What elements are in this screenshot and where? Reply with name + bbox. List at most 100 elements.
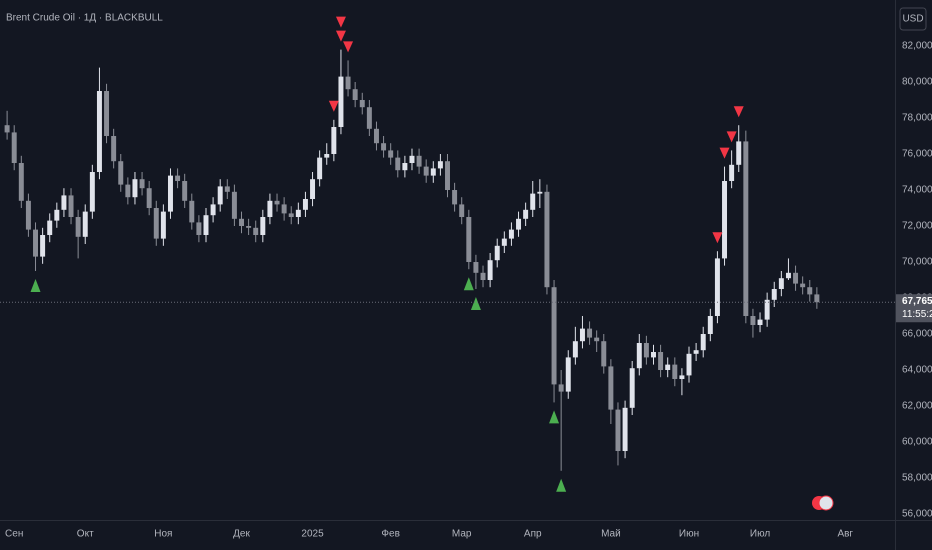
candle-body [104,91,110,137]
y-tick-label: 66,000 [902,329,932,340]
candle-body [153,208,159,239]
x-tick-label: Авг [837,529,853,540]
candle-body [139,179,145,189]
candle-body [288,213,294,218]
x-tick-label: Фев [381,529,399,540]
candle-body [459,204,465,218]
candle-body [160,211,166,239]
candle-body [516,218,522,230]
candle-body [47,220,53,236]
candle-body [239,218,244,227]
candle-body [601,341,607,367]
candle-body [253,227,259,236]
event-flag[interactable] [818,495,834,511]
candle-body [409,155,415,164]
candle-body [551,287,557,385]
sell-signal [328,100,339,112]
candle-body [622,407,628,452]
candle-body [544,191,550,288]
candle-body [530,193,536,210]
candle-body [452,190,458,205]
buy-signal [549,410,560,424]
candle-body [537,191,543,194]
candle-body [402,163,408,171]
candle-body [800,283,806,288]
candle-body [366,107,372,129]
candle-body [246,226,252,228]
y-tick-label: 76,000 [902,149,932,160]
candle-body [118,161,124,185]
candle-body [714,258,720,317]
candle-body [466,217,472,263]
candle-body [771,289,777,300]
candle-body [381,143,387,151]
candle-body [508,229,514,239]
candle-body [672,364,678,380]
candle-body [203,215,209,236]
events-icon[interactable] [812,495,834,511]
candle-body [281,204,287,214]
buy-signal [470,297,481,311]
candle-body [501,238,507,246]
candle-body [423,166,429,176]
candle-body [352,89,358,101]
y-tick-label: 70,000 [902,257,932,268]
candle-body [722,181,728,259]
candle-body [125,184,131,198]
candle-body [558,384,564,392]
candle-body [416,155,422,167]
x-tick-label: Июн [679,529,699,540]
chart-title: Brent Crude Oil · 1Д · BLACKBULL [6,13,163,24]
candle-body [388,150,394,158]
candle-body [196,222,202,236]
candle-body [61,195,67,210]
y-tick-label: 82,000 [902,41,932,52]
candle-body [729,164,735,182]
last-price-label: 67,765 [902,296,932,307]
candle-body [686,353,692,376]
candle-body [274,200,280,205]
currency[interactable]: USD [902,14,923,25]
candle-body [96,91,102,173]
candle-body [217,186,223,205]
sell-signal [726,131,737,143]
candle-body [18,163,24,201]
candle-body [736,141,742,165]
candle-body [594,337,600,342]
candle-body [267,200,273,218]
candle-body [231,191,237,219]
y-tick-label: 56,000 [902,509,932,520]
candle-body [373,128,379,144]
candle-body [40,235,46,257]
candle-body [260,217,266,236]
sell-signal [335,16,346,28]
candle-body [743,141,749,317]
candle-body [175,175,181,182]
y-tick-label: 62,000 [902,401,932,412]
y-tick-label: 80,000 [902,77,932,88]
candle-body [487,260,493,281]
candle-body [75,217,81,237]
candle-body [473,262,479,273]
candle-body [310,179,316,200]
candle-body [33,229,39,257]
candle-body [587,328,593,338]
x-tick-label: Ноя [154,529,172,540]
currency-box[interactable] [899,7,927,31]
candle-body [636,343,642,369]
candle-body [82,211,88,237]
sell-signal [335,30,346,42]
candle-body [565,357,571,392]
candle-body [146,188,152,209]
buy-signal [463,277,474,291]
candle-body [4,125,10,133]
candle-body [707,316,713,335]
buy-signal [556,478,567,492]
candle-body [437,161,443,169]
candle-body [224,186,230,192]
candle-body [331,127,337,155]
y-tick-label: 64,000 [902,365,932,376]
candle-body [658,352,664,371]
sell-signal [343,41,354,53]
